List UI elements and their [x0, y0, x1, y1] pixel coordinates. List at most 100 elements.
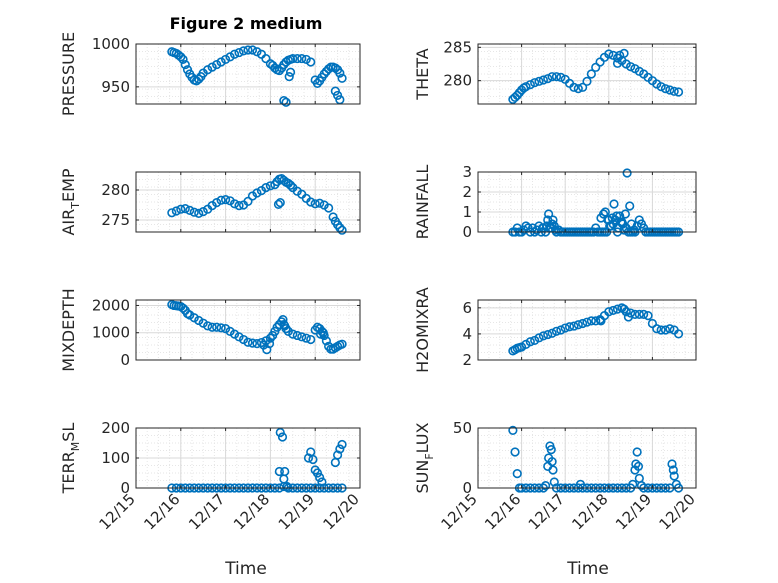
data-point	[281, 97, 291, 107]
y-tick-label: 0	[120, 351, 130, 369]
data-point	[324, 64, 334, 74]
axes-box	[135, 299, 361, 361]
y-tick-label: 275	[101, 211, 130, 229]
data-point	[275, 198, 285, 208]
x-tick-label: 12/15	[96, 490, 139, 533]
data-point	[180, 204, 190, 214]
data-point	[312, 468, 323, 478]
data-point	[278, 315, 288, 325]
data-point	[634, 309, 644, 319]
data-point	[198, 207, 208, 217]
data-point	[549, 477, 559, 487]
data-point	[512, 469, 522, 479]
data-point	[551, 225, 561, 235]
data-point	[665, 324, 675, 334]
data-point	[301, 333, 311, 343]
data-point	[607, 213, 617, 223]
data-point	[578, 82, 588, 92]
y-tick-label: 2000	[92, 296, 130, 314]
data-point	[633, 461, 644, 472]
x-tick-label: 12/16	[140, 490, 183, 533]
subplot-8: 0 50 12/15 12/16 12/17 12/18 12/19 12/20 SUNFLUX	[413, 419, 699, 533]
data-point	[185, 310, 195, 320]
data-point	[603, 215, 613, 225]
data-point	[189, 207, 199, 217]
data-point	[673, 329, 684, 339]
axes-box	[477, 299, 697, 361]
y-tick-label: 1000	[92, 324, 130, 342]
data-point	[548, 465, 558, 475]
data-point	[301, 54, 311, 65]
data-point	[569, 82, 579, 92]
x-tick-label: 12/16	[481, 490, 524, 533]
data-point	[639, 309, 649, 319]
data-point	[616, 217, 626, 227]
figure-title: Figure 2 medium	[170, 14, 323, 33]
x-tick-label: 12/20	[656, 490, 699, 533]
data-point	[207, 322, 217, 332]
data-point	[176, 204, 186, 214]
data-point	[285, 67, 296, 77]
axes-box	[135, 43, 361, 105]
data-point	[297, 332, 307, 342]
subplot-2: 280 285 THETA	[413, 38, 697, 105]
axes-box	[477, 171, 697, 233]
data-point	[277, 432, 288, 442]
axes-box	[477, 43, 697, 105]
data-point	[631, 459, 641, 469]
x-tick-label: 12/15	[438, 490, 481, 533]
data-point	[321, 336, 332, 346]
data-point	[274, 65, 284, 76]
data-point	[605, 221, 615, 231]
data-point	[285, 180, 296, 190]
data-point	[510, 447, 520, 457]
data-point	[324, 203, 334, 213]
data-point	[284, 71, 294, 82]
data-point	[551, 72, 562, 82]
data-point	[306, 57, 316, 67]
data-point	[243, 45, 253, 55]
data-point	[564, 322, 575, 332]
data-point	[335, 68, 345, 78]
data-point	[615, 50, 625, 60]
data-point	[586, 316, 596, 326]
data-point	[622, 168, 632, 178]
data-point	[547, 457, 557, 467]
data-point	[618, 219, 628, 229]
data-point	[569, 321, 579, 331]
data-point	[178, 303, 188, 313]
data-point	[252, 47, 262, 57]
data-point	[333, 450, 343, 460]
data-point	[591, 316, 601, 326]
data-point	[669, 86, 679, 96]
data-point	[668, 465, 678, 475]
y-axis-label: SUNFLUX	[413, 422, 436, 493]
data-point	[176, 52, 186, 62]
subplot-5: 0 1000 2000 MIXDEPTH	[59, 288, 361, 372]
data-point	[573, 84, 583, 94]
data-point	[582, 317, 592, 327]
y-tick-label: 0	[462, 479, 472, 497]
y-tick-label: 280	[443, 72, 472, 90]
data-point	[591, 62, 601, 72]
y-tick-label: 1000	[92, 35, 130, 53]
data-point	[229, 49, 240, 59]
data-point	[312, 78, 323, 89]
x-tick-label: 12/19	[612, 490, 655, 533]
data-point	[582, 76, 592, 86]
data-point	[604, 307, 614, 317]
y-tick-label: 6	[462, 299, 472, 317]
data-point	[656, 325, 666, 335]
data-series	[167, 300, 347, 355]
data-point	[198, 318, 208, 328]
data-point	[665, 85, 675, 95]
data-point	[612, 211, 622, 221]
data-point	[282, 481, 292, 492]
y-tick-label: 2	[462, 183, 472, 201]
data-point	[189, 313, 199, 323]
data-point	[292, 330, 302, 341]
data-point	[243, 337, 253, 347]
data-point	[600, 207, 610, 217]
data-point	[221, 54, 231, 65]
